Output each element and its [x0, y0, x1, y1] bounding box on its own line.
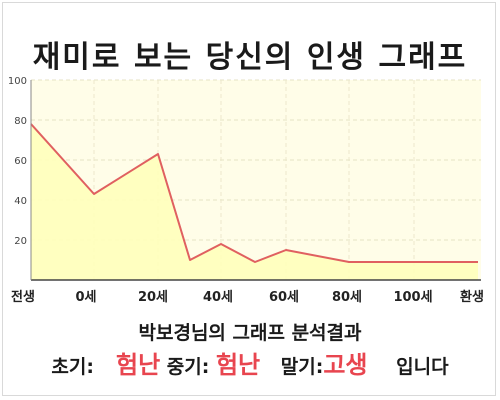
x-tick-label: 40세: [203, 290, 233, 305]
y-tick-label: 40: [14, 196, 27, 207]
late-value: 고생: [323, 351, 368, 379]
y-tick-label: 80: [14, 116, 27, 127]
middle-value: 험난: [215, 351, 261, 379]
x-tick-label: 60세: [269, 290, 299, 305]
early-label: 초기:: [51, 356, 94, 378]
y-tick-labels: 20 40 60 80 100: [8, 76, 27, 247]
x-tick-label: 80세: [332, 290, 362, 305]
x-tick-label: 20세: [138, 290, 168, 305]
x-tick-labels: 전생 0세 20세 40세 60세 80세 100세 환생: [11, 289, 484, 305]
y-tick-label: 100: [8, 76, 27, 87]
series-line: [30, 123, 478, 263]
y-tick-label: 20: [14, 236, 27, 247]
chart-frame: [2, 2, 496, 396]
x-tick-label: 0세: [75, 290, 96, 305]
early-value: 험난: [115, 351, 161, 379]
analysis-title: 박보경님의 그래프 분석결과: [138, 322, 362, 344]
middle-label: 중기:: [166, 356, 210, 378]
y-tick-label: 60: [14, 156, 27, 167]
x-tick-label: 환생: [460, 289, 484, 305]
page-title: 재미로 보는 당신의 인생 그래프: [32, 40, 468, 75]
series-area: [31, 124, 478, 280]
late-label: 말기:: [280, 356, 324, 378]
result-summary: 초기: 험난 중기: 험난 말기:고생 입니다: [0, 345, 500, 380]
x-tick-label: 100세: [393, 290, 432, 305]
ending-text: 입니다: [396, 356, 449, 378]
x-tick-label: 전생: [11, 289, 35, 305]
